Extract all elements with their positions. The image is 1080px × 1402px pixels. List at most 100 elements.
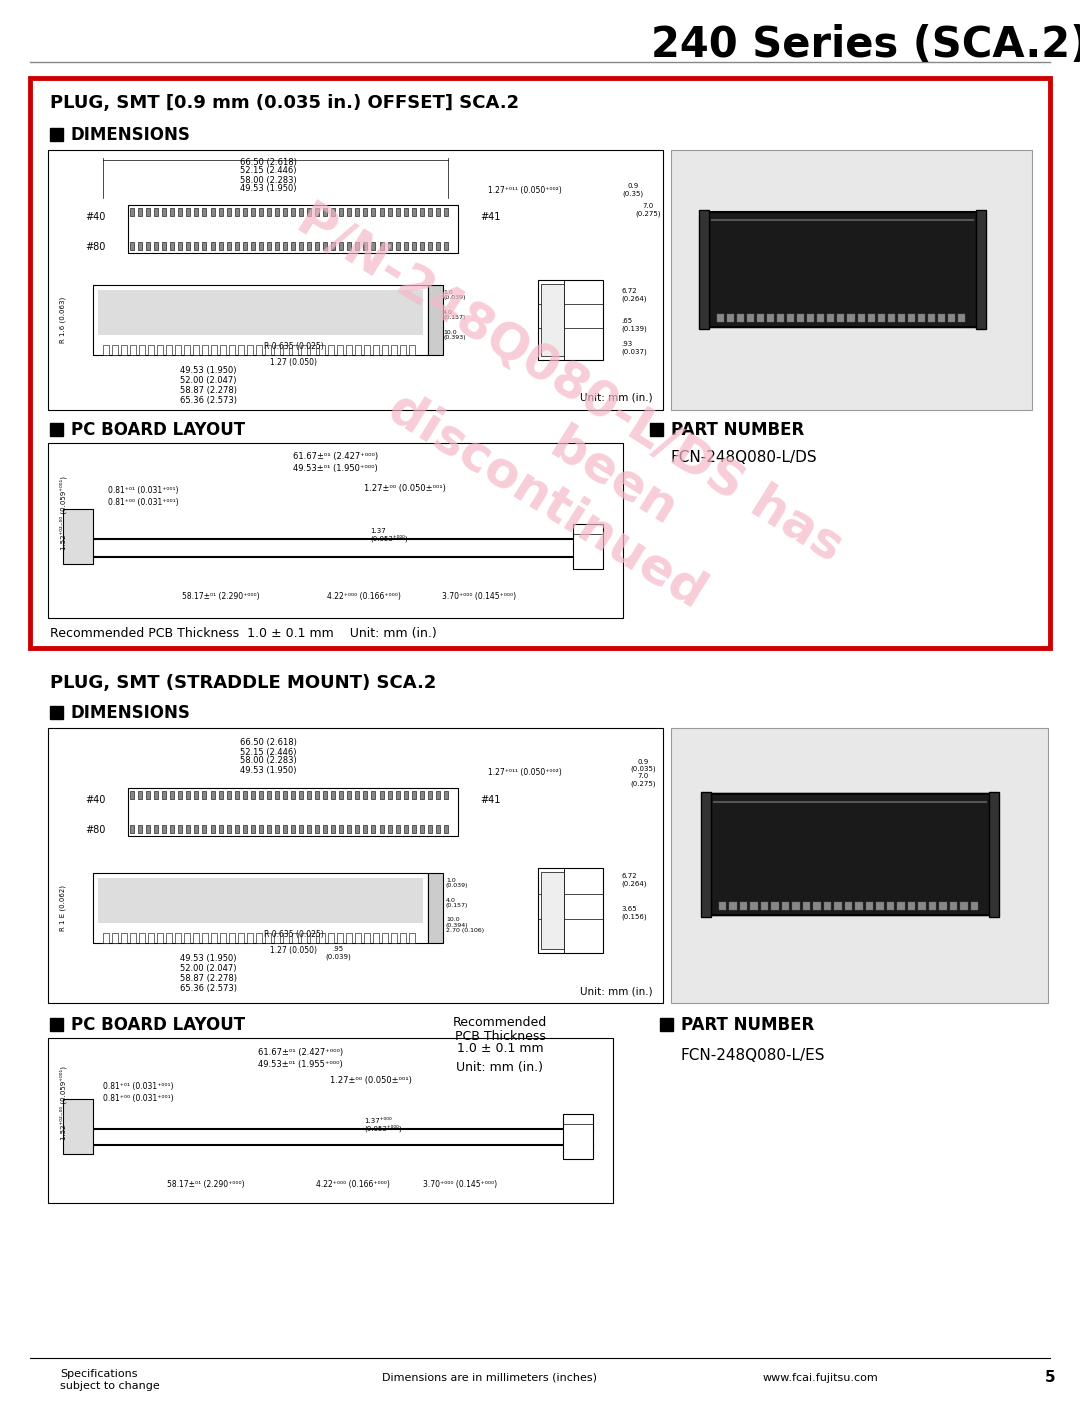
- Bar: [391, 345, 397, 355]
- Bar: [428, 285, 443, 355]
- Bar: [738, 314, 744, 322]
- Bar: [323, 207, 327, 216]
- Bar: [157, 932, 163, 944]
- Bar: [989, 792, 999, 917]
- Text: 0.81⁺⁰⁰ (0.031⁺⁰⁰¹): 0.81⁺⁰⁰ (0.031⁺⁰⁰¹): [108, 499, 178, 508]
- Text: 49.53±⁰¹ (1.955⁺⁰⁰⁰): 49.53±⁰¹ (1.955⁺⁰⁰⁰): [258, 1060, 342, 1068]
- Text: 4.0
(0.157): 4.0 (0.157): [446, 897, 469, 908]
- Bar: [332, 207, 335, 216]
- Bar: [319, 932, 325, 944]
- Bar: [138, 207, 143, 216]
- Bar: [436, 207, 440, 216]
- Bar: [184, 932, 190, 944]
- Text: Unit: mm (in.): Unit: mm (in.): [580, 393, 653, 402]
- Bar: [379, 243, 383, 250]
- Text: PART NUMBER: PART NUMBER: [681, 1016, 814, 1035]
- Text: 0.81⁺⁰¹ (0.031⁺⁰⁰¹): 0.81⁺⁰¹ (0.031⁺⁰⁰¹): [108, 486, 178, 495]
- Bar: [103, 932, 109, 944]
- Text: 1.0
(0.039): 1.0 (0.039): [443, 290, 465, 300]
- Bar: [310, 345, 316, 355]
- Bar: [138, 824, 143, 833]
- Bar: [379, 207, 383, 216]
- Bar: [771, 903, 779, 910]
- Bar: [292, 345, 298, 355]
- Bar: [373, 932, 379, 944]
- Bar: [307, 243, 311, 250]
- Bar: [824, 903, 832, 910]
- Bar: [218, 824, 222, 833]
- Bar: [267, 243, 271, 250]
- Polygon shape: [110, 200, 129, 258]
- Bar: [701, 792, 711, 917]
- Bar: [339, 791, 343, 799]
- Bar: [373, 345, 379, 355]
- Bar: [283, 791, 287, 799]
- Bar: [428, 243, 432, 250]
- Bar: [802, 903, 810, 910]
- Text: R 0.635 (0.025): R 0.635 (0.025): [265, 342, 324, 352]
- Text: 61.67±⁰¹ (2.427⁺⁰⁰⁰): 61.67±⁰¹ (2.427⁺⁰⁰⁰): [258, 1047, 343, 1057]
- Bar: [573, 524, 603, 569]
- Bar: [93, 285, 428, 355]
- Bar: [202, 791, 206, 799]
- Bar: [650, 423, 663, 436]
- Bar: [409, 932, 416, 944]
- Text: 4.22⁺⁰⁰⁰ (0.166⁺⁰⁰⁰): 4.22⁺⁰⁰⁰ (0.166⁺⁰⁰⁰): [327, 592, 401, 600]
- Bar: [267, 824, 271, 833]
- Bar: [400, 932, 406, 944]
- Bar: [332, 824, 335, 833]
- Bar: [187, 207, 190, 216]
- Bar: [348, 791, 351, 799]
- Bar: [395, 243, 400, 250]
- Bar: [299, 791, 303, 799]
- Text: .65
(0.139): .65 (0.139): [621, 318, 647, 332]
- Bar: [283, 207, 287, 216]
- Bar: [50, 128, 63, 142]
- Bar: [444, 824, 448, 833]
- Bar: [220, 345, 227, 355]
- Bar: [218, 207, 222, 216]
- Bar: [538, 280, 603, 360]
- Text: 49.53 (1.950): 49.53 (1.950): [240, 185, 296, 193]
- Bar: [243, 243, 246, 250]
- Text: 66.50 (2.618): 66.50 (2.618): [240, 739, 296, 747]
- Bar: [166, 932, 173, 944]
- Text: 1.37
(0.053⁺⁰⁰⁰): 1.37 (0.053⁺⁰⁰⁰): [370, 527, 407, 543]
- Bar: [797, 314, 805, 322]
- Bar: [211, 791, 215, 799]
- Bar: [194, 243, 199, 250]
- Text: DIMENSIONS: DIMENSIONS: [71, 704, 191, 722]
- Text: 1.52⁺⁰²⁻⁰⁰ (0.059⁺⁰⁰¹): 1.52⁺⁰²⁻⁰⁰ (0.059⁺⁰⁰¹): [59, 1066, 67, 1140]
- Bar: [323, 243, 327, 250]
- Bar: [130, 932, 136, 944]
- Bar: [787, 314, 794, 322]
- Bar: [388, 791, 392, 799]
- Bar: [227, 824, 231, 833]
- Text: 1.27±⁰⁰ (0.050±⁰⁰¹): 1.27±⁰⁰ (0.050±⁰⁰¹): [330, 1075, 413, 1085]
- Bar: [897, 314, 905, 322]
- Bar: [194, 791, 199, 799]
- Bar: [98, 878, 423, 923]
- Bar: [867, 314, 875, 322]
- Bar: [112, 932, 119, 944]
- Bar: [541, 285, 564, 356]
- Bar: [275, 243, 279, 250]
- Bar: [364, 932, 370, 944]
- Bar: [444, 207, 448, 216]
- Bar: [307, 207, 311, 216]
- Bar: [267, 791, 271, 799]
- Bar: [328, 345, 335, 355]
- Text: PC BOARD LAYOUT: PC BOARD LAYOUT: [71, 1016, 245, 1035]
- Bar: [346, 345, 352, 355]
- Bar: [897, 903, 905, 910]
- Bar: [227, 207, 231, 216]
- Bar: [395, 207, 400, 216]
- Bar: [444, 791, 448, 799]
- Bar: [337, 932, 343, 944]
- Text: 58.00 (2.283): 58.00 (2.283): [240, 757, 296, 765]
- Bar: [395, 824, 400, 833]
- Text: FCN-248Q080-L/ES: FCN-248Q080-L/ES: [681, 1049, 825, 1064]
- Bar: [835, 903, 841, 910]
- Bar: [782, 903, 789, 910]
- Bar: [404, 243, 407, 250]
